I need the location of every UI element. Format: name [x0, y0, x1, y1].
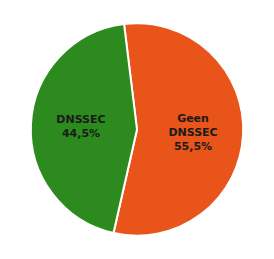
svg-text:DNSSEC: DNSSEC: [168, 126, 217, 139]
svg-text:Geen: Geen: [177, 112, 209, 125]
svg-text:55,5%: 55,5%: [174, 140, 212, 153]
svg-text:DNSSEC: DNSSEC: [56, 113, 105, 126]
svg-text:44,5%: 44,5%: [62, 127, 100, 140]
